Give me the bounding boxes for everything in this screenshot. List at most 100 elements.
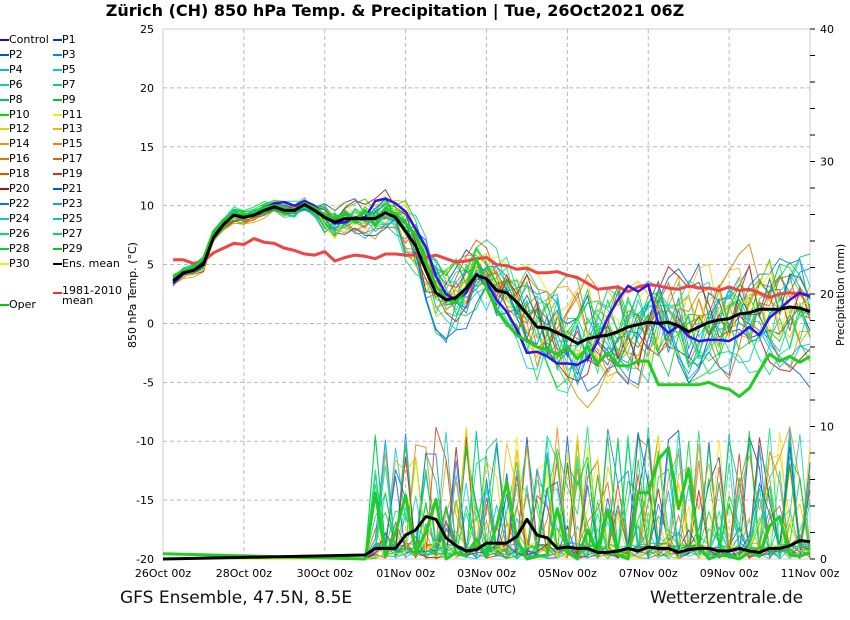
y-right-tick-label: 10 [820,421,834,434]
y-tick-label: 10 [140,200,154,213]
temp-line-1981-2010-mean [173,237,811,299]
y-right-tick-label: 30 [820,156,834,169]
legend-item-p18: P18 [0,167,30,181]
legend-label: P8 [9,92,23,106]
legend-label: P17 [62,152,83,166]
legend-label: P21 [62,182,83,195]
legend-item-ens-mean: Ens. mean [53,257,120,271]
legend-label: P3 [62,47,76,61]
legend-label: P19 [62,167,83,181]
legend-item-p13: P13 [53,122,83,136]
x-tick-label: 26Oct 00z [135,567,192,580]
temp-line-ens-mean [172,203,811,345]
axes: -20 -15 -10 -5 0 5 10 15 20 25 26Oct 00z 28Oct 00z 3… [135,23,840,580]
chart-title: Zürich (CH) 850 hPa Temp. & Precipitatio… [105,1,685,20]
legend-label: P4 [9,62,23,76]
legend-swatch [53,83,62,86]
legend-item-p11: P11 [53,108,83,122]
legend-item-p28: P28 [0,242,30,256]
precip-line-ens-mean [162,515,811,561]
legend-swatch [0,98,9,101]
legend-swatch [0,188,9,190]
legend-swatch [53,262,62,265]
legend-label: P23 [62,196,83,210]
legend-item-p3: P3 [53,48,76,62]
x-tick-label: 05Nov 00z [538,567,597,580]
legend-swatch [53,173,62,176]
x-axis-label: Date (UTC) [456,583,516,596]
legend-swatch [53,53,62,56]
legend-item-p16: P16 [0,152,30,166]
legend-swatch [0,53,9,56]
legend-label: P27 [62,226,83,240]
legend-label: P30 [9,256,30,270]
y-tick-label: 25 [140,23,154,36]
legend-label: P7 [62,77,76,91]
legend-swatch [0,158,9,161]
legend-label: P2 [9,47,23,61]
legend-label: P25 [62,211,83,225]
legend-label: P29 [62,241,83,255]
y-right-tick-label: 20 [820,288,834,301]
legend-label: P6 [9,77,23,91]
y-axis-right-label: Precipitation (mm) [834,244,847,346]
legend-swatch [0,232,9,235]
legend-label: P11 [62,107,83,121]
legend-swatch [53,143,62,146]
legend-swatch [0,143,9,146]
legend-swatch [53,128,62,131]
legend-swatch [0,304,9,306]
x-tick-label: 01Nov 00z [376,567,435,580]
legend-swatch [53,232,62,235]
legend-label: Control [9,33,49,46]
legend-item-p7: P7 [53,78,76,92]
legend-swatch [0,113,9,116]
y-tick-label: 15 [140,141,154,154]
legend-swatch [53,247,62,250]
legend-swatch [0,202,9,205]
legend-item-p21: P21 [53,182,83,196]
legend-item-p5: P5 [53,63,76,77]
legend-item-p6: P6 [0,78,23,92]
legend-item-p20: P20 [0,182,30,196]
legend-item-p10: P10 [0,108,30,122]
legend-item-control: Control [0,33,49,47]
legend-label: Oper [9,298,36,311]
legend-swatch [53,98,62,101]
y-tick-label: 0 [147,317,154,330]
legend-swatch [53,158,62,161]
legend-item-p14: P14 [0,137,30,151]
legend-item-p17: P17 [53,152,83,166]
legend-swatch [0,262,9,265]
legend-label: P5 [62,62,76,76]
legend-item-1981-2010-mean: 1981-2010 mean [53,285,122,306]
temp-line-p27 [172,199,811,383]
legend-swatch [53,39,62,41]
y-right-tick-label: 0 [820,553,827,566]
legend-item-p1: P1 [53,33,76,47]
legend-label: P15 [62,137,83,151]
legend-item-p27: P27 [53,227,83,241]
y-tick-label: -20 [136,553,154,566]
legend-label: P16 [9,152,30,166]
legend-item-p24: P24 [0,212,30,226]
legend-label: P9 [62,92,76,106]
y-right-tick-label: 40 [820,23,834,36]
temp-line-control [172,197,811,366]
x-tick-label: 03Nov 00z [457,567,516,580]
legend-swatch [0,68,9,71]
legend-label: P14 [9,137,30,151]
legend-item-p8: P8 [0,93,23,107]
legend-swatch [0,39,9,41]
y-tick-label: 20 [140,82,154,95]
ensemble-members [172,188,811,561]
y-tick-label: -15 [136,494,154,507]
x-tick-label: 09Nov 00z [700,567,759,580]
legend-label: P12 [9,122,30,136]
legend-swatch [53,217,62,220]
series-lines [162,197,811,561]
legend-label: P10 [9,107,30,121]
legend-label: P1 [62,33,76,46]
legend-swatch [53,292,62,294]
